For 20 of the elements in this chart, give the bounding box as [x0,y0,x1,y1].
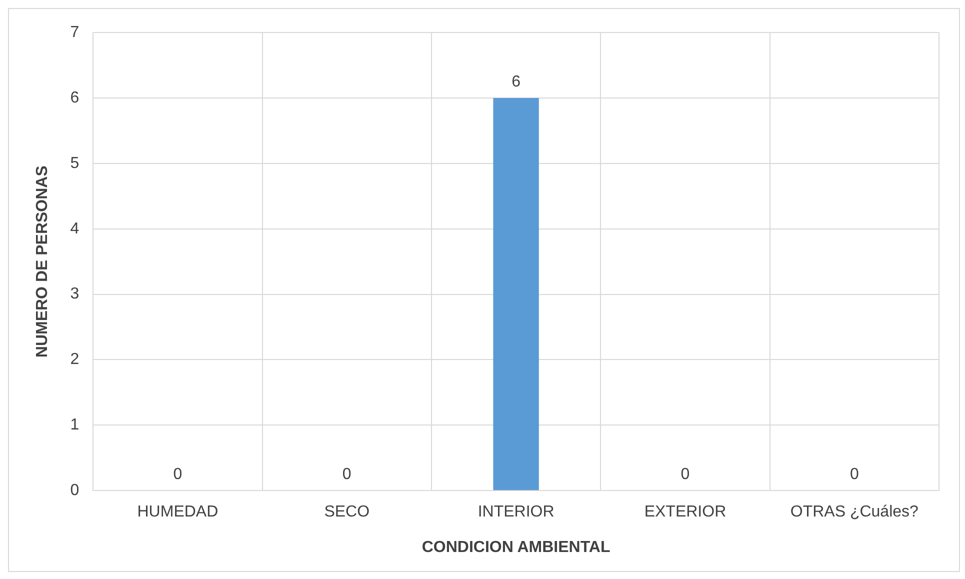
y-tick-label: 4 [70,220,80,238]
y-tick-label: 2 [70,351,80,368]
x-tick-label: HUMEDAD [137,504,218,521]
x-axis-title: CONDICION AMBIENTAL [422,538,610,556]
data-label: 0 [850,466,859,484]
y-tick-label: 6 [70,89,80,106]
y-tick-label: 3 [70,286,80,303]
x-tick-label: SECO [324,504,370,521]
data-label: 0 [342,466,352,484]
y-axis-title: NUMERO DE PERSONAS [34,165,52,358]
data-label: 6 [512,73,521,90]
x-tick-label: INTERIOR [478,504,554,521]
data-label: 0 [680,466,690,484]
data-label: 0 [173,466,182,484]
x-tick-label: EXTERIOR [644,504,726,521]
x-tick-label: OTRAS ¿Cuáles? [790,504,919,521]
y-tick-label: 1 [70,416,80,434]
y-tick-label: 5 [70,154,80,172]
y-tick-label: 7 [70,24,80,42]
y-tick-label: 0 [70,482,80,500]
